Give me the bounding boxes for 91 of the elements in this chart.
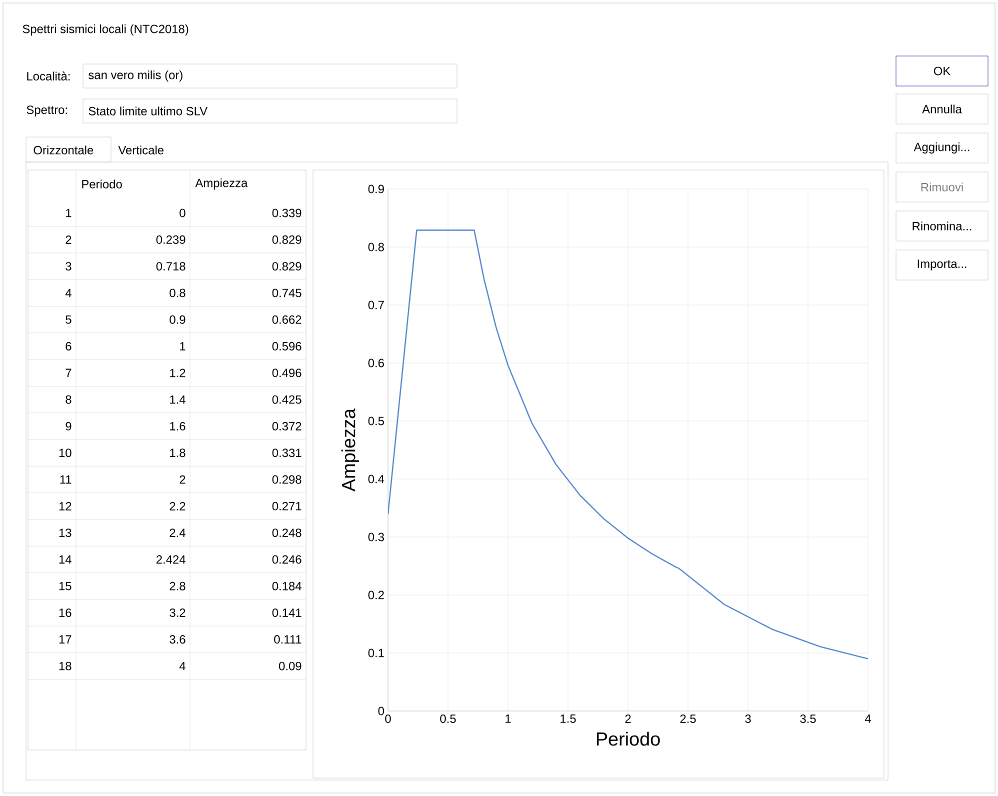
text: Verticale [118, 146, 164, 154]
y-tick-label: 0.8 [368, 242, 384, 252]
text: 0.298 [272, 475, 302, 484]
text: 0.496 [272, 368, 302, 378]
x-tick-label: 0 [385, 714, 391, 723]
y-tick-label: 0.2 [368, 590, 384, 600]
text: 10 [59, 448, 72, 458]
text: 1.2 [170, 368, 186, 378]
x-tick-label: 3.5 [800, 714, 816, 723]
text: 2.424 [156, 555, 186, 564]
x-tick-label: 3 [745, 714, 751, 723]
text: 14 [59, 555, 72, 564]
text: Rinomina... [912, 222, 972, 230]
text: Annulla [922, 104, 962, 114]
x-tick-label: 1 [506, 714, 511, 723]
text: 3 [66, 262, 72, 271]
text: 4 [65, 288, 72, 298]
text: 0.271 [272, 502, 302, 510]
text: Orizzontale [34, 146, 94, 154]
text: 0.425 [272, 395, 302, 404]
text: 3.6 [170, 635, 186, 644]
text: 17 [59, 635, 72, 644]
y-tick-label: 0.1 [368, 648, 384, 658]
y-tick-label: 0.5 [368, 416, 384, 426]
text: 0.718 [156, 262, 186, 271]
x-tick-label: 2.5 [680, 714, 696, 723]
x-tick-label: 0.5 [440, 714, 456, 723]
text: 2.2 [170, 502, 186, 510]
y-tick-label: 0 [378, 706, 384, 716]
x-tick-label: 1.5 [560, 714, 576, 723]
text: OK [934, 66, 951, 76]
text: 0.372 [272, 422, 302, 430]
text: 1 [180, 342, 186, 350]
text: san vero milis (or) [88, 70, 182, 82]
text: 16 [59, 608, 72, 617]
text: 5 [66, 315, 72, 324]
text: Importa... [918, 260, 966, 270]
text: 6 [66, 342, 72, 350]
y-axis-title: Ampiezza [341, 408, 360, 492]
text: 18 [59, 662, 72, 670]
x-axis-title: Periodo [596, 732, 660, 746]
text: 3.2 [170, 608, 186, 617]
text: 0.829 [272, 262, 302, 271]
text: 13 [59, 528, 72, 538]
text: 2.4 [170, 528, 186, 537]
text: Località: [27, 72, 70, 80]
text: 11 [60, 475, 72, 484]
text: Rimuovi [921, 182, 963, 192]
text: 1.4 [170, 395, 186, 404]
text: 0.9 [170, 315, 186, 324]
text: Stato limite ultimo SLV [88, 106, 208, 116]
text: 0.829 [272, 235, 302, 244]
x-tick-label: 2 [625, 714, 631, 723]
text: 0.246 [272, 555, 302, 564]
text: 0.09 [279, 662, 302, 670]
text: 0 [180, 208, 186, 218]
text: 1.8 [170, 448, 186, 458]
text: Ampiezza [195, 178, 248, 190]
text: 15 [59, 582, 72, 590]
text: 9 [66, 422, 72, 430]
text: Periodo [82, 180, 122, 188]
y-tick-label: 0.6 [368, 358, 384, 368]
text: 12 [59, 502, 72, 510]
text: 0.248 [272, 528, 302, 538]
text: 7 [66, 368, 72, 378]
y-tick-label: 0.9 [368, 184, 384, 194]
text: 0.339 [272, 208, 302, 218]
line-series [388, 230, 868, 660]
y-tick-label: 0.4 [368, 474, 384, 484]
text: 0.331 [272, 448, 302, 458]
text: 0.596 [272, 342, 302, 350]
y-tick-label: 0.3 [368, 532, 384, 542]
text: Spettro: [26, 106, 67, 116]
text: 0.184 [272, 582, 302, 590]
y-tick-label: 0.7 [368, 300, 384, 310]
text: 4 [179, 662, 186, 670]
text: Aggiungi... [914, 142, 970, 154]
text: 0.111 [274, 635, 302, 644]
text: 0.141 [272, 608, 302, 617]
text: 8 [66, 395, 72, 404]
text: 0.239 [156, 235, 186, 244]
text: Spettri sismici locali (NTC2018) [22, 24, 188, 36]
text: 1.6 [170, 422, 186, 430]
x-tick-label: 4 [864, 714, 871, 723]
text: 1 [66, 208, 72, 218]
text: 2 [180, 475, 186, 484]
text: 0.662 [272, 315, 302, 324]
text: 0.745 [272, 288, 302, 298]
text: 2 [66, 235, 72, 244]
text: 0.8 [170, 288, 186, 298]
text: 2.8 [170, 582, 186, 590]
